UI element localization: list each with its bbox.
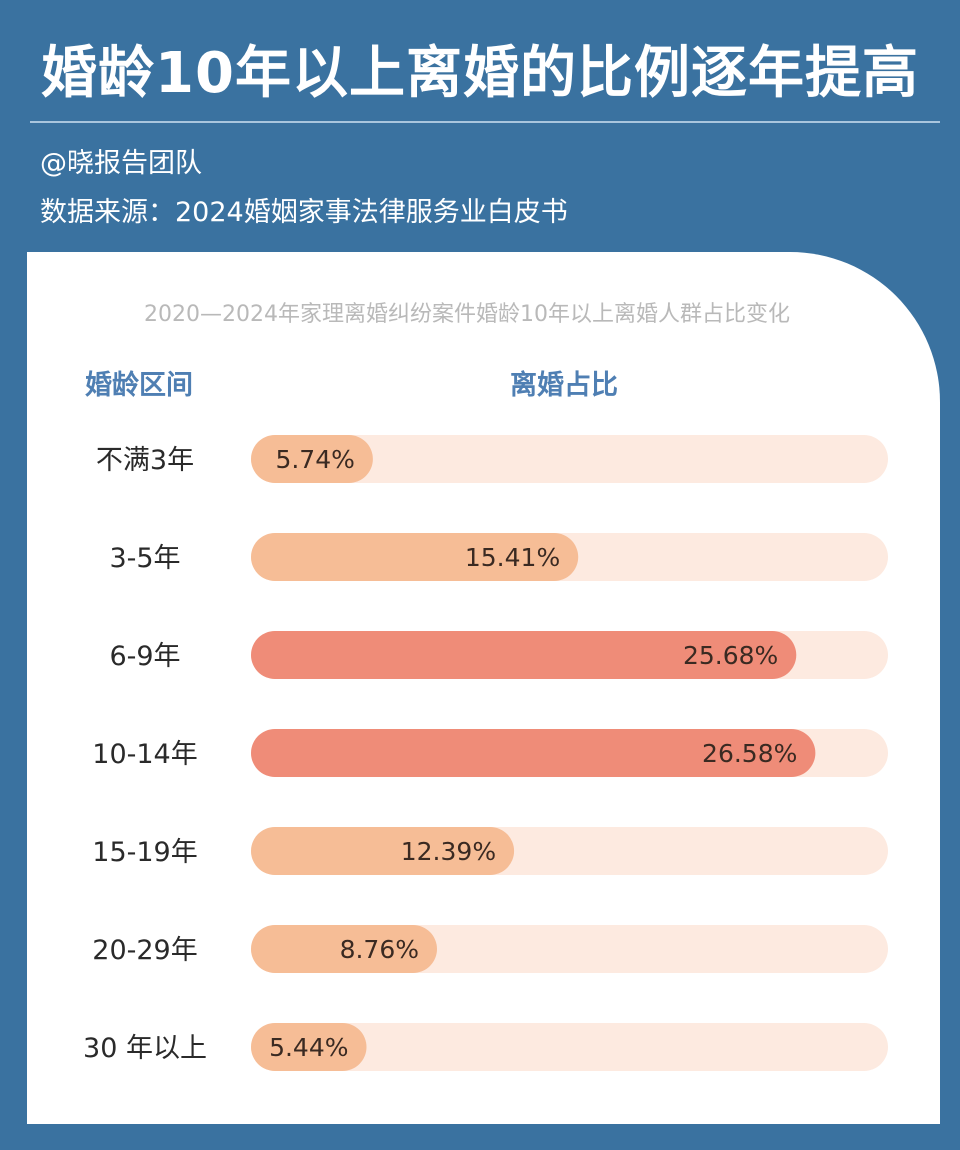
category-label: 10-14年 [92, 739, 197, 770]
chart-card: 2020—2024年家理离婚纠纷案件婚龄10年以上离婚人群占比变化 婚龄区间 离… [27, 252, 940, 1124]
category-label: 30 年以上 [83, 1033, 207, 1064]
bar [251, 1023, 367, 1071]
value-label: 25.68% [683, 641, 778, 670]
value-label: 15.41% [465, 543, 560, 572]
value-label: 5.44% [269, 1033, 348, 1062]
value-label: 26.58% [702, 739, 797, 768]
bar [251, 729, 816, 777]
chart-title: 2020—2024年家理离婚纠纷案件婚龄10年以上离婚人群占比变化 [144, 302, 790, 327]
category-label: 15-19年 [92, 837, 197, 868]
value-column-header: 离婚占比 [510, 370, 618, 401]
category-label: 6-9年 [109, 641, 180, 672]
bar [251, 435, 373, 483]
author-credit: @晓报告团队 [40, 148, 202, 179]
page-title: 婚龄10年以上离婚的比例逐年提高 [41, 41, 919, 106]
category-label: 不满3年 [96, 445, 194, 476]
bar-track [251, 435, 888, 483]
value-label: 5.74% [275, 445, 354, 474]
title-divider [30, 121, 940, 123]
bar [251, 827, 515, 875]
bar [251, 925, 438, 973]
category-column-header: 婚龄区间 [85, 370, 193, 401]
bar [251, 533, 579, 581]
bar [251, 631, 797, 679]
category-label: 3-5年 [109, 543, 180, 574]
bar-chart: 不满3年 5.74% 3-5年 15.41% 6-9年 25.68% 10-14年 26.58… [83, 435, 888, 1071]
category-label: 20-29年 [92, 935, 197, 966]
bar-track [251, 1023, 888, 1071]
data-source: 数据来源：2024婚姻家事法律服务业白皮书 [40, 197, 568, 228]
value-label: 8.76% [340, 935, 419, 964]
value-label: 12.39% [401, 837, 496, 866]
